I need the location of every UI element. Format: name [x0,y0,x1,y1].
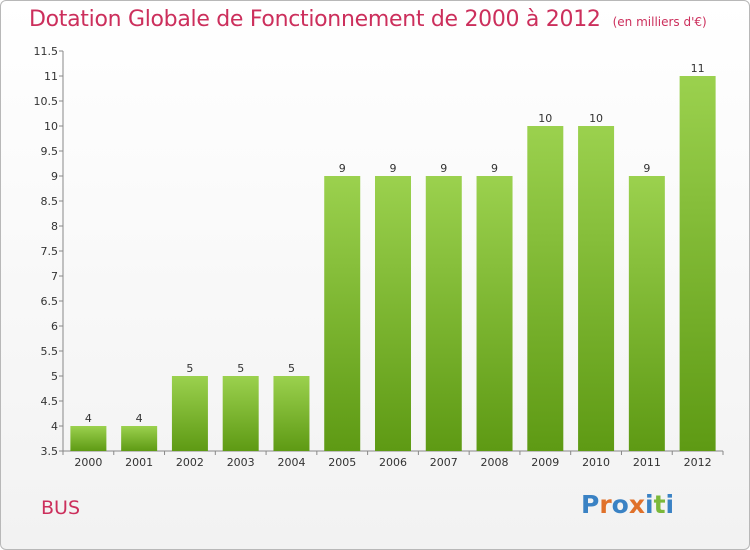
bar [273,376,310,451]
x-tick-label: 2009 [531,456,559,469]
logo-letter: r [599,490,612,519]
bar [425,176,462,451]
x-tick-label: 2007 [430,456,458,469]
bar [171,376,208,451]
x-tick-label: 2004 [277,456,305,469]
bar-value-label: 9 [491,162,498,175]
x-tick-label: 2000 [74,456,102,469]
y-tick-label: 10 [44,120,58,133]
x-tick-label: 2001 [125,456,153,469]
y-tick-label: 4 [51,420,58,433]
x-tick-label: 2002 [176,456,204,469]
chart-title-text: Dotation Globale de Fonctionnement de 20… [29,7,601,32]
y-tick-label: 11 [44,70,58,83]
bar [679,76,716,451]
y-tick-label: 7 [51,270,58,283]
x-tick-label: 2010 [582,456,610,469]
logo-letter: i [665,490,675,519]
y-tick-label: 11.5 [34,45,59,58]
bar [375,176,411,451]
y-tick-label: 6.5 [41,295,59,308]
bar-value-label: 9 [643,162,650,175]
y-tick-label: 3.5 [41,445,59,458]
place-name: BUS [41,497,81,519]
logo-letter: o [611,490,629,519]
bar-value-label: 4 [85,412,92,425]
y-tick-label: 7.5 [41,245,59,258]
bar-value-label: 5 [186,362,193,375]
bar [628,176,665,451]
y-tick-label: 6 [51,320,58,333]
data-labels: 4 4 5 5 5 9 9 9 9 10 10 9 11 [85,62,705,425]
bar-value-label: 4 [136,412,143,425]
x-tick-label: 2008 [481,456,509,469]
bar-value-label: 9 [339,162,346,175]
chart-title: Dotation Globale de Fonctionnement de 20… [29,7,707,32]
x-tick-label: 2006 [379,456,407,469]
x-tick-label: 2005 [328,456,356,469]
bar [70,426,107,451]
bars [70,76,716,451]
bar-value-label: 5 [237,362,244,375]
y-tick-label: 10.5 [34,95,59,108]
y-tick-label: 5.5 [41,345,59,358]
y-tick-label: 8 [51,220,58,233]
bar [222,376,259,451]
y-tick-label: 8.5 [41,195,59,208]
y-tick-label: 5 [51,370,58,383]
y-tick-label: 9.5 [41,145,59,158]
bar [324,176,361,451]
bar [121,426,158,451]
axes: 3.5 4 4.5 5 5.5 6 6.5 7 7.5 8 8.5 9 9.5 10 10.5 11 11.5 2… [34,45,724,469]
logo-letter: x [628,490,645,519]
y-tick-label: 4.5 [41,395,59,408]
bar [527,126,564,451]
bar-value-label: 10 [589,112,603,125]
bar [476,176,513,451]
x-tick-label: 2003 [227,456,255,469]
bar-value-label: 11 [691,62,705,75]
bar-value-label: 10 [538,112,552,125]
bar-value-label: 9 [440,162,447,175]
chart-subtitle: (en milliers d'€) [612,15,707,29]
logo-letter: i [645,490,654,519]
x-tick-label: 2011 [633,456,661,469]
y-tick-label: 9 [51,170,58,183]
logo-letter: P [581,490,600,519]
x-tick-label: 2012 [684,456,712,469]
bar-value-label: 9 [390,162,397,175]
proxiti-logo: Proxiti [581,490,674,519]
bar-value-label: 5 [288,362,295,375]
logo-letter: t [653,490,666,519]
bar [578,126,615,451]
